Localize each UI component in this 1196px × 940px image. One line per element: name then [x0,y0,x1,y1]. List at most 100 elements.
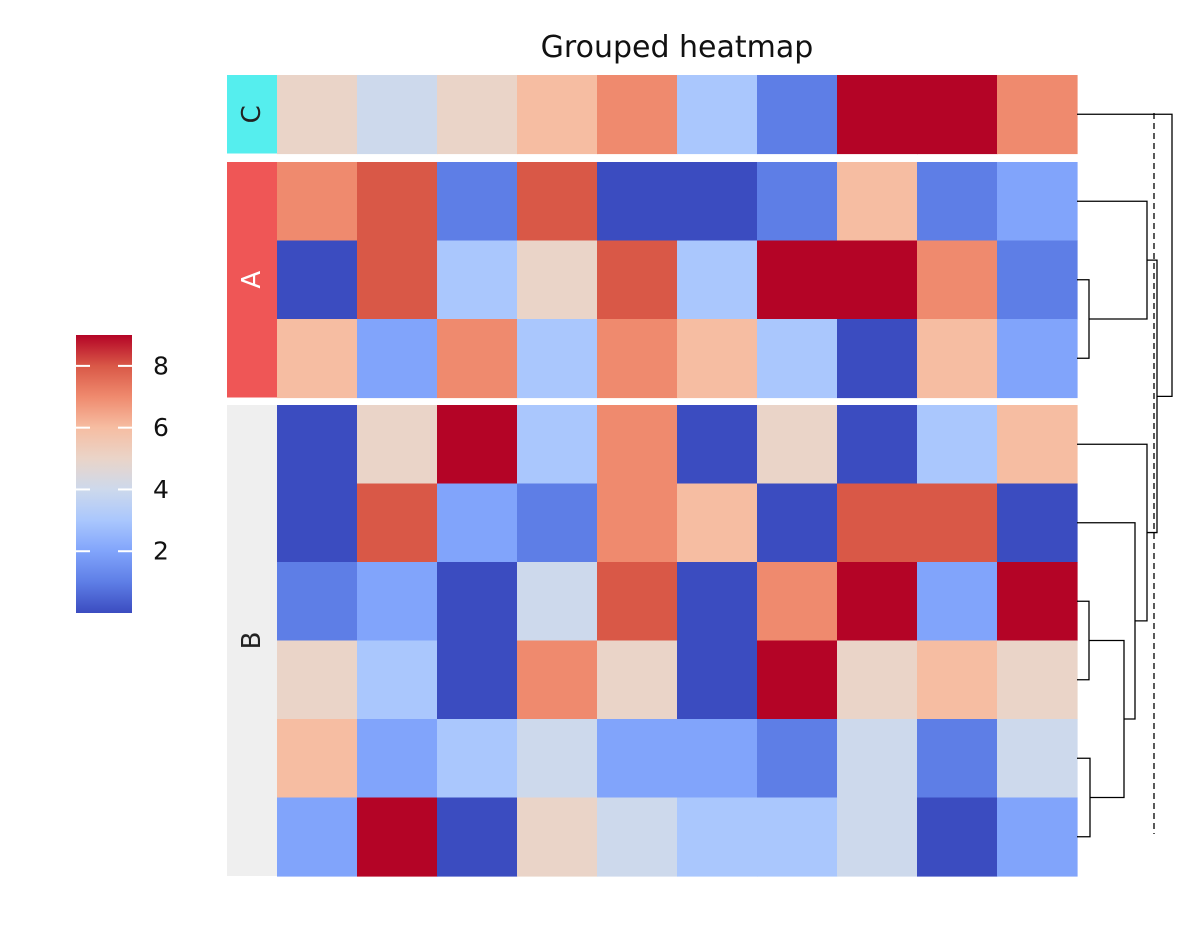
heatmap-cell [357,75,438,155]
heatmap-cell [757,162,838,242]
heatmap-cell [757,640,838,720]
heatmap-cell [277,719,358,799]
heatmap-cell [357,405,438,485]
heatmap-cell [437,319,518,399]
heatmap-cell [757,797,838,877]
heatmap-cell [597,162,678,242]
heatmap-cell [917,162,998,242]
heatmap-cell [677,640,758,720]
heatmap-cell [277,405,358,485]
heatmap-cell [597,719,678,799]
heatmap-cell [357,240,438,320]
heatmap-cell [757,719,838,799]
heatmap-cell [597,562,678,642]
heatmap-cell [757,319,838,399]
colorbar-tick-label: 4 [153,475,169,504]
heatmap-cell [357,562,438,642]
dendrogram-link [1089,639,1125,799]
heatmap-cell [517,240,598,320]
heatmap-cell [597,240,678,320]
heatmap-cell [597,319,678,399]
group-bar-a [227,162,277,398]
colorbar-gradient [76,335,132,613]
heatmap-cell [997,797,1078,877]
heatmap-cell [517,562,598,642]
group-label: B [237,632,267,650]
dendrogram-link [1147,259,1158,534]
heatmap-cell [837,797,918,877]
dendrogram-link [1077,113,1173,397]
dendrogram-link [1077,757,1091,838]
heatmap-cell [917,797,998,877]
heatmap-cell [357,797,438,877]
heatmap-cell [757,75,838,155]
row-dendrogram [1077,113,1173,838]
group-bar-b [227,405,277,876]
heatmap-cell [437,719,518,799]
heatmap-cell [677,797,758,877]
heatmap-cell [837,75,918,155]
dendrogram-link [1077,443,1148,622]
heatmap-cell [917,483,998,563]
heatmap-cell [677,319,758,399]
heatmap-cell [517,162,598,242]
heatmap-cell [757,405,838,485]
heatmap-cell [437,162,518,242]
heatmap-cell [277,75,358,155]
heatmap-cell [837,640,918,720]
heatmap-cell [677,483,758,563]
heatmap-cell [997,405,1078,485]
heatmap-cell [277,562,358,642]
heatmap-cell [837,719,918,799]
heatmap-cell [917,562,998,642]
heatmap-cell [517,797,598,877]
heatmap-cells [277,75,1078,877]
heatmap-cell [917,319,998,399]
heatmap-cell [997,240,1078,320]
group-bar-c [227,75,277,154]
heatmap-cell [837,405,918,485]
heatmap-cell [997,75,1078,155]
dendrogram-link [1077,279,1090,359]
heatmap-cell [997,562,1078,642]
heatmap-cell [837,319,918,399]
colorbar: 2 4 6 8 [76,335,169,613]
colorbar-tick-label: 8 [153,351,169,380]
heatmap-cell [517,640,598,720]
heatmap-cell [517,75,598,155]
group-label: A [237,271,267,289]
heatmap-cell [357,319,438,399]
heatmap-cell [677,240,758,320]
dendrogram-link [1077,600,1090,681]
colorbar-tick-label: 6 [153,413,169,442]
heatmap-cell [997,640,1078,720]
heatmap-cell [357,640,438,720]
heatmap-cell [757,562,838,642]
heatmap-cell [597,75,678,155]
chart-title: Grouped heatmap [541,30,814,65]
heatmap-cell [997,483,1078,563]
heatmap-cell [917,640,998,720]
heatmap-cell [837,240,918,320]
heatmap-cell [917,75,998,155]
heatmap-cell [437,640,518,720]
heatmap-cell [277,319,358,399]
heatmap-cell [517,719,598,799]
heatmap-cell [277,483,358,563]
colorbar-tick-label: 2 [153,537,169,566]
heatmap-cell [757,483,838,563]
heatmap-cell [837,483,918,563]
heatmap-cell [837,562,918,642]
heatmap-cell [437,562,518,642]
heatmap-cell [277,797,358,877]
heatmap-cell [677,405,758,485]
heatmap-cell [997,719,1078,799]
heatmap-cell [597,640,678,720]
heatmap-cell [277,240,358,320]
group-label: C [237,105,267,123]
heatmap-cell [357,719,438,799]
heatmap-cell [677,719,758,799]
heatmap-cell [357,162,438,242]
heatmap-cell [997,319,1078,399]
